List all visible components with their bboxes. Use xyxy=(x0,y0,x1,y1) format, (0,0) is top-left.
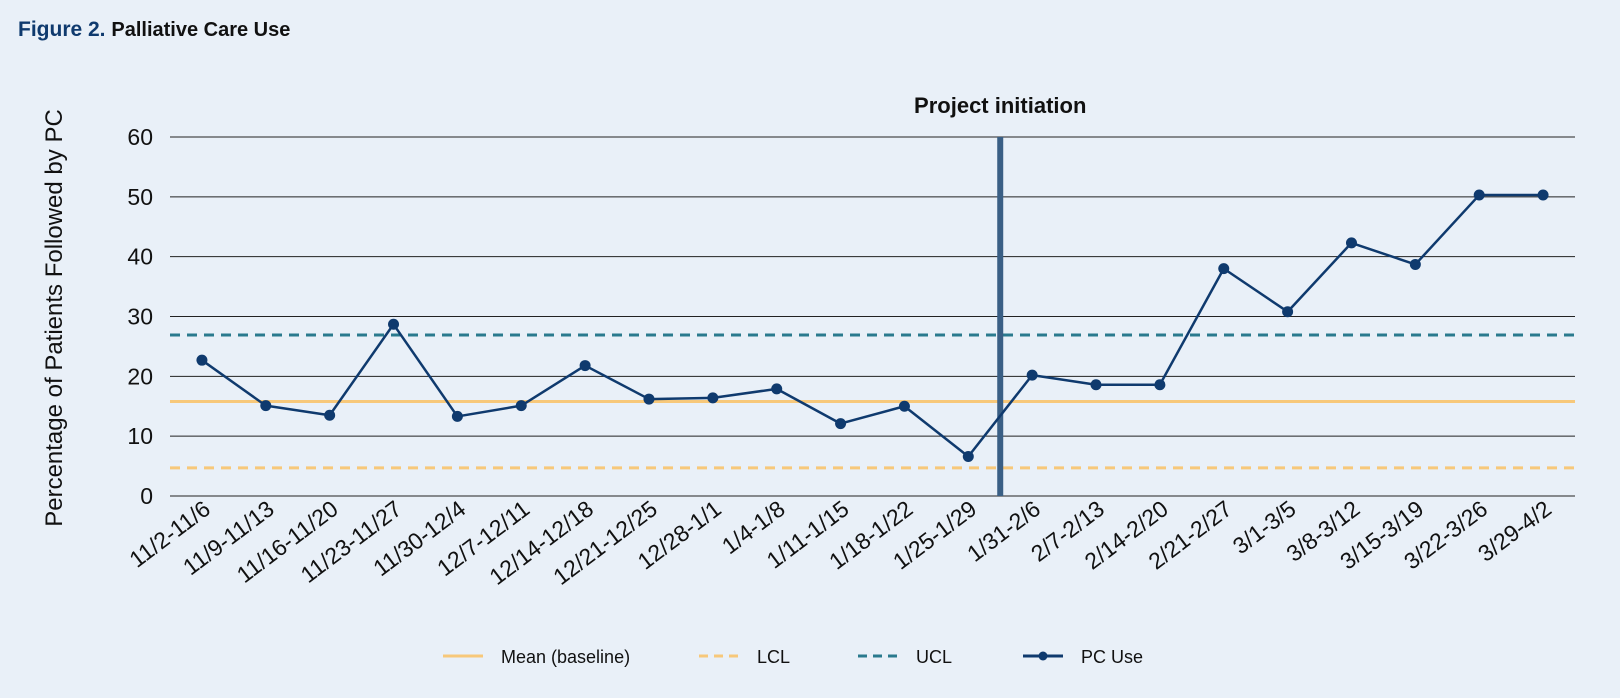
legend-label: LCL xyxy=(757,647,790,667)
data-point xyxy=(962,451,974,463)
figure-title: Figure 2. Palliative Care Use xyxy=(18,18,290,42)
data-point xyxy=(898,400,910,412)
data-point xyxy=(835,418,847,430)
data-point xyxy=(1537,189,1549,201)
data-point xyxy=(451,410,463,422)
data-point xyxy=(1473,189,1485,201)
y-tick-label: 50 xyxy=(127,184,153,210)
data-point xyxy=(1218,263,1230,275)
data-point xyxy=(260,400,272,412)
legend-label: PC Use xyxy=(1081,647,1143,667)
legend-marker xyxy=(1038,651,1048,661)
data-point xyxy=(388,318,400,330)
pc-use-series xyxy=(196,189,1549,463)
y-tick-label: 10 xyxy=(127,423,153,449)
data-point xyxy=(771,383,783,395)
y-axis-ticks: 0 10 20 30 40 50 60 xyxy=(127,124,153,509)
data-point xyxy=(579,360,591,372)
gridlines xyxy=(170,136,1575,497)
legend: Mean (baseline) LCL UCL PC Use xyxy=(443,647,1143,667)
y-axis-label: Percentage of Patients Followed by PC xyxy=(41,109,68,527)
legend-label: Mean (baseline) xyxy=(501,647,630,667)
pc-use-line xyxy=(201,193,1544,458)
data-point xyxy=(1282,306,1294,318)
y-tick-label: 20 xyxy=(127,363,153,389)
data-point xyxy=(1154,379,1166,391)
data-point xyxy=(196,354,208,366)
y-tick-label: 60 xyxy=(127,124,153,150)
data-point xyxy=(1026,369,1038,381)
data-point xyxy=(1345,237,1357,249)
y-tick-label: 30 xyxy=(127,304,153,330)
data-point xyxy=(643,393,655,405)
legend-label: UCL xyxy=(916,647,952,667)
data-point xyxy=(515,400,527,412)
x-tick-label: 3/29-4/2 xyxy=(1473,495,1556,567)
project-initiation-label: Project initiation xyxy=(914,93,1086,118)
y-tick-label: 0 xyxy=(140,483,153,509)
x-axis-ticks: 11/2-11/611/9-11/1311/16-11/2011/23-11/2… xyxy=(124,495,1556,590)
figure-label: Figure 2. xyxy=(18,18,106,41)
reference-lines xyxy=(170,333,1575,470)
data-point xyxy=(1409,258,1421,270)
y-tick-label: 40 xyxy=(127,244,153,270)
figure-name: Palliative Care Use xyxy=(111,19,291,41)
data-point xyxy=(324,409,336,421)
project-initiation-annotation: Project initiation xyxy=(914,93,1086,496)
data-point xyxy=(707,392,719,404)
data-point xyxy=(1090,379,1102,391)
